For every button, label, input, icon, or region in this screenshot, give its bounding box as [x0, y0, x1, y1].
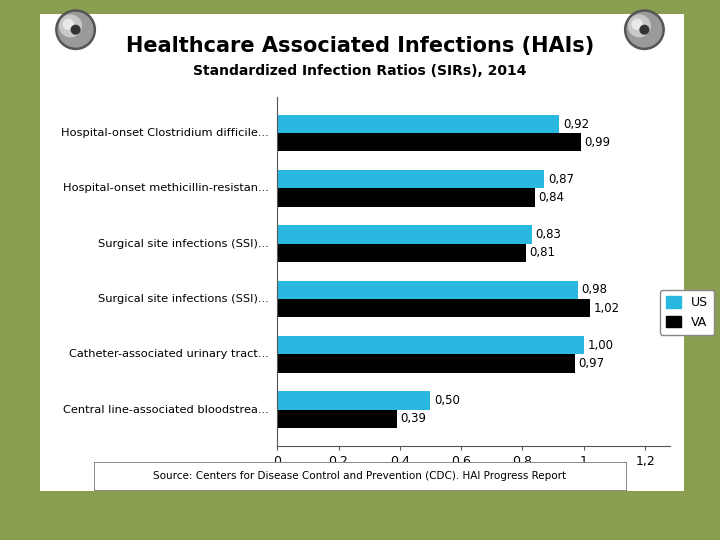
- Bar: [277, 409, 397, 428]
- Bar: [277, 392, 431, 409]
- Text: 0,97: 0,97: [579, 357, 605, 370]
- Text: Surgical site infections (SSI)...: Surgical site infections (SSI)...: [98, 294, 269, 304]
- Bar: [277, 170, 544, 188]
- Bar: [277, 115, 559, 133]
- Text: 0,84: 0,84: [539, 191, 564, 204]
- Legend: US, VA: US, VA: [660, 290, 714, 335]
- Text: 0,50: 0,50: [434, 394, 460, 407]
- Bar: [277, 281, 577, 299]
- Bar: [277, 336, 584, 354]
- Text: Source: Centers for Disease Control and Prevention (CDC). HAI Progress Report: Source: Centers for Disease Control and …: [153, 471, 567, 481]
- Text: Surgical site infections (SSI)...: Surgical site infections (SSI)...: [98, 239, 269, 249]
- Bar: [277, 133, 581, 151]
- Text: 1,00: 1,00: [588, 339, 613, 352]
- Text: 0,39: 0,39: [401, 412, 427, 425]
- Text: 0,83: 0,83: [536, 228, 562, 241]
- Text: 0,81: 0,81: [529, 246, 556, 259]
- Text: 0,87: 0,87: [548, 173, 574, 186]
- Bar: [277, 226, 531, 244]
- Text: Hospital-onset methicillin-resistan...: Hospital-onset methicillin-resistan...: [63, 184, 269, 193]
- Text: Central line-associated bloodstrea...: Central line-associated bloodstrea...: [63, 404, 269, 415]
- Text: 0,98: 0,98: [582, 284, 608, 296]
- Text: 1,02: 1,02: [594, 302, 620, 315]
- Bar: [277, 354, 575, 373]
- Bar: [277, 244, 526, 262]
- Text: 0,92: 0,92: [563, 118, 590, 131]
- Text: Hospital-onset Clostridium difficile...: Hospital-onset Clostridium difficile...: [60, 128, 269, 138]
- Bar: [277, 188, 535, 207]
- Text: Standardized Infection Ratios (SIRs), 2014: Standardized Infection Ratios (SIRs), 20…: [193, 64, 527, 78]
- Text: Catheter-associated urinary tract...: Catheter-associated urinary tract...: [69, 349, 269, 359]
- Bar: [277, 299, 590, 317]
- Text: 0,99: 0,99: [585, 136, 611, 148]
- Text: Healthcare Associated Infections (HAIs): Healthcare Associated Infections (HAIs): [126, 36, 594, 56]
